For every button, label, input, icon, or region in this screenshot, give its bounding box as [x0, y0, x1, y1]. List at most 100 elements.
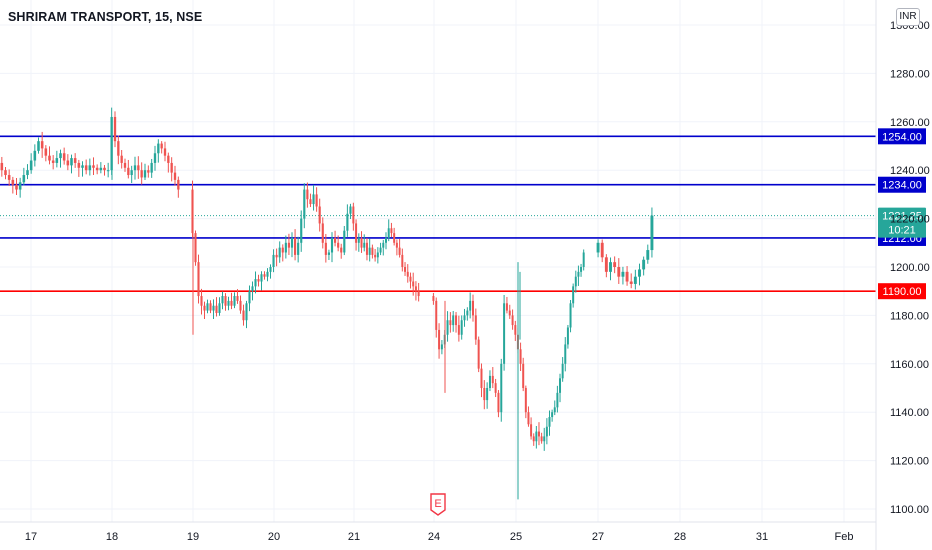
candle-body [449, 320, 452, 326]
candle-body [340, 247, 343, 253]
candle-body [254, 279, 257, 287]
candle-body [617, 267, 621, 277]
candle-body [398, 247, 401, 255]
candle-body [374, 254, 377, 258]
candle-body [642, 259, 646, 270]
candle-body [297, 242, 300, 255]
candle-body [37, 141, 40, 151]
candle-body [62, 153, 66, 161]
candle-body [621, 271, 625, 277]
candle-body [452, 315, 455, 326]
candle-body [480, 368, 483, 388]
candle-body [272, 254, 275, 267]
candle-body [212, 305, 215, 311]
candle-body [343, 230, 346, 253]
candle-body [527, 412, 530, 425]
candle-body [99, 167, 103, 171]
currency-badge[interactable]: INR [896, 8, 920, 26]
candle-body [40, 141, 44, 149]
candle-body [491, 375, 494, 384]
candle-body [406, 271, 409, 277]
candle-body [157, 143, 160, 154]
candle-body [18, 182, 22, 190]
candle-body [215, 305, 218, 313]
level-price-label: 1234.00 [882, 180, 922, 192]
x-tick-label: Feb [835, 531, 854, 543]
candle-body [604, 257, 608, 272]
candle-body [457, 325, 460, 335]
candle-body [572, 286, 575, 304]
candle-body [33, 150, 37, 161]
candle-body [143, 170, 147, 178]
candle-body [81, 165, 84, 168]
candle-body [206, 303, 209, 311]
last-price-tag[interactable] [878, 207, 926, 238]
candle-body [7, 175, 11, 180]
candle-body [395, 242, 398, 248]
candle-body [613, 262, 617, 267]
candle-body [330, 237, 334, 253]
candle-body [59, 153, 62, 159]
candle-body [309, 199, 312, 205]
candle-body [194, 233, 197, 263]
candle-body [414, 286, 417, 292]
countdown-label: 10:21 [888, 225, 916, 237]
candle-body [248, 291, 251, 304]
candle-body [321, 223, 324, 243]
candle-body [160, 143, 163, 149]
candle-body [303, 189, 306, 219]
event-markers[interactable]: E [430, 493, 446, 516]
level-price-label: 1190.00 [883, 286, 922, 298]
candle-body [48, 155, 51, 161]
candle-body [577, 271, 580, 277]
candle-body [393, 233, 396, 243]
last-price-label: 1221.25 [882, 211, 922, 223]
candle-body [221, 296, 224, 304]
candle-body [278, 247, 281, 258]
candle-body [446, 320, 449, 335]
candle-body [556, 392, 559, 408]
x-tick-label: 20 [268, 531, 280, 543]
candle-body [153, 153, 157, 163]
candle-body [455, 315, 458, 326]
candle-body [177, 179, 180, 190]
candle-body [150, 162, 153, 173]
candle-body [113, 116, 117, 142]
candle-body [638, 269, 641, 277]
candle-body [106, 170, 110, 172]
candle-body [137, 165, 140, 171]
candle-body [117, 141, 120, 156]
candle-body [440, 344, 443, 350]
candle-body [469, 300, 472, 311]
level-price-tag[interactable] [878, 283, 926, 300]
candle-body [432, 296, 435, 301]
y-tick-label: 1240.00 [890, 165, 930, 177]
candle-body [163, 148, 167, 156]
y-tick-label: 1280.00 [890, 68, 930, 80]
x-tick-label: 18 [106, 531, 118, 543]
x-tick-label: 25 [510, 531, 522, 543]
candle-body [170, 162, 173, 173]
candle-body [120, 155, 123, 163]
earnings-marker-label: E [434, 498, 441, 510]
candle-body [363, 242, 366, 248]
earnings-marker-icon[interactable] [430, 493, 446, 516]
candle-body [566, 327, 569, 345]
candle-body [488, 375, 491, 388]
candle-body [251, 286, 254, 292]
level-price-tag[interactable] [878, 128, 926, 145]
candle-body [123, 162, 127, 168]
x-tick-label: 28 [674, 531, 686, 543]
candle-body [167, 155, 170, 163]
candle-body [11, 179, 15, 185]
candle-body [70, 158, 73, 166]
candle-body [435, 300, 438, 330]
level-price-tag[interactable] [878, 176, 926, 193]
candle-body [596, 242, 600, 253]
candle-body [494, 383, 497, 393]
y-tick-label: 1140.00 [890, 407, 929, 419]
candle-body [312, 194, 315, 205]
candle-body [564, 344, 567, 364]
